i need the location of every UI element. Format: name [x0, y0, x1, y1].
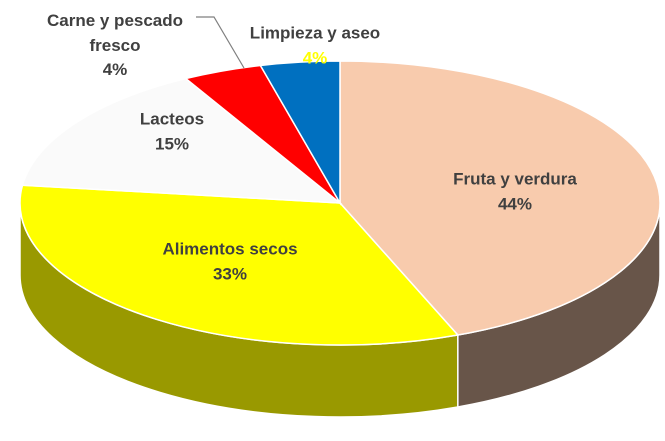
- category-label: Limpieza y aseo: [249, 23, 381, 43]
- data-label: Carne y pescado fresco 4%: [30, 9, 200, 83]
- leader-line: [196, 16, 245, 69]
- category-label: Carne y pescado fresco: [46, 11, 184, 55]
- data-label: Limpieza y aseo 4%: [250, 21, 380, 70]
- slice: [21, 77, 343, 204]
- category-label: Lacteos: [139, 109, 205, 129]
- value-label: 4%: [102, 60, 128, 80]
- value-label: 33%: [212, 264, 248, 283]
- value-label: 44%: [497, 194, 533, 213]
- data-label: Fruta y verdura 44%: [453, 167, 577, 216]
- value-label: 15%: [154, 134, 190, 153]
- category-label: Fruta y verdura: [453, 169, 577, 189]
- category-label: Alimentos secos: [162, 239, 298, 259]
- slice: [339, 60, 661, 336]
- data-label: Lacteos 15%: [140, 107, 204, 156]
- value-label: 4%: [302, 48, 328, 67]
- data-label: Alimentos secos 33%: [162, 237, 297, 286]
- slice: [259, 60, 341, 206]
- slice: [19, 184, 460, 346]
